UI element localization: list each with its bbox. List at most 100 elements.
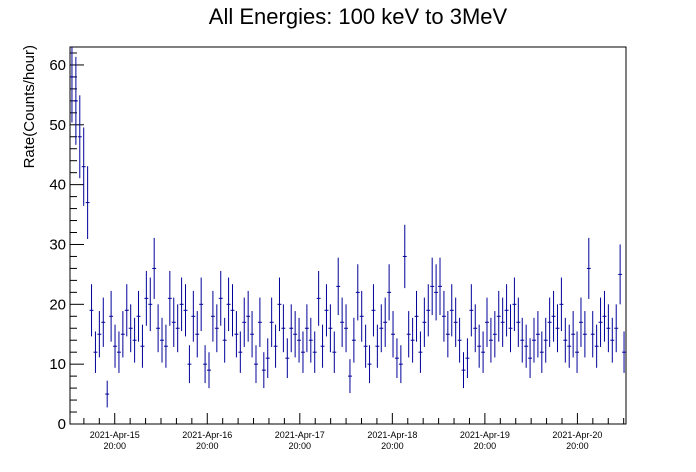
data-point xyxy=(481,331,486,373)
x-tick-time-label: 20:00 xyxy=(103,441,126,451)
data-point xyxy=(328,304,333,353)
plot-frame xyxy=(69,46,627,425)
data-point xyxy=(559,277,564,332)
data-point xyxy=(371,284,376,337)
data-point xyxy=(457,317,462,363)
data-point xyxy=(422,297,427,347)
data-point xyxy=(73,56,78,145)
data-point xyxy=(555,304,560,353)
data-point xyxy=(387,264,392,321)
data-point xyxy=(344,304,348,353)
x-tick-time-label: 20:00 xyxy=(196,441,219,451)
x-tick-date-label: 2021-Apr-15 xyxy=(90,430,140,440)
x-tick-date-label: 2021-Apr-16 xyxy=(182,430,232,440)
data-point xyxy=(77,95,82,179)
data-point xyxy=(281,304,286,353)
data-point xyxy=(171,297,176,347)
data-point xyxy=(316,270,321,326)
data-point xyxy=(492,311,497,358)
data-point xyxy=(586,237,591,299)
data-point xyxy=(242,297,247,347)
data-point xyxy=(195,311,200,358)
data-point xyxy=(312,331,317,373)
data-point xyxy=(551,290,556,342)
data-point xyxy=(445,311,450,358)
data-point xyxy=(614,304,619,353)
data-point xyxy=(222,317,227,363)
data-point xyxy=(332,331,337,373)
data-point xyxy=(504,284,509,337)
y-tick-label: 50 xyxy=(49,117,66,134)
data-point xyxy=(461,352,466,389)
data-point xyxy=(383,297,388,347)
data-point xyxy=(207,352,211,389)
data-point xyxy=(535,311,540,358)
x-axis: 2021-Apr-1520:002021-Apr-1620:002021-Apr… xyxy=(83,413,625,451)
data-point xyxy=(203,345,208,384)
data-point xyxy=(485,297,489,347)
data-series xyxy=(70,47,626,408)
data-point xyxy=(160,317,164,363)
data-point xyxy=(136,290,141,342)
data-point xyxy=(148,277,153,332)
data-point xyxy=(226,277,231,332)
data-point xyxy=(571,311,576,358)
data-point xyxy=(622,331,626,373)
data-point xyxy=(438,257,442,316)
data-point xyxy=(441,290,446,342)
data-point xyxy=(230,284,235,337)
data-point xyxy=(293,311,298,358)
data-point xyxy=(394,338,399,379)
y-axis-label: Rate(Counts/hour) xyxy=(21,45,38,168)
data-point xyxy=(124,284,129,337)
data-point xyxy=(250,311,255,358)
x-tick-date-label: 2021-Apr-18 xyxy=(367,430,417,440)
data-point xyxy=(140,324,145,368)
data-point xyxy=(93,331,98,373)
data-point xyxy=(348,359,352,394)
data-point xyxy=(199,277,204,332)
data-point xyxy=(590,311,595,358)
x-tick-time-label: 20:00 xyxy=(474,441,497,451)
data-point xyxy=(324,284,329,337)
data-point xyxy=(430,257,435,316)
data-point xyxy=(594,324,599,368)
data-point xyxy=(477,324,482,368)
data-point xyxy=(449,284,454,337)
data-point xyxy=(363,324,368,368)
data-point xyxy=(120,311,125,358)
data-point xyxy=(367,345,372,384)
data-point xyxy=(500,297,505,347)
data-point xyxy=(579,297,583,347)
data-point xyxy=(375,324,380,368)
data-point xyxy=(336,257,341,316)
data-point xyxy=(543,317,548,363)
data-point xyxy=(410,317,415,363)
y-tick-label: 40 xyxy=(49,177,66,194)
data-point xyxy=(175,304,180,353)
data-point xyxy=(598,297,603,347)
data-point xyxy=(101,297,106,347)
data-point xyxy=(179,277,184,332)
y-tick-label: 60 xyxy=(49,57,66,74)
data-point xyxy=(567,324,572,368)
y-tick-label: 10 xyxy=(49,356,66,373)
x-tick-date-label: 2021-Apr-17 xyxy=(275,430,325,440)
data-point xyxy=(128,304,133,353)
data-point xyxy=(524,324,529,368)
data-point xyxy=(277,277,282,332)
y-axis: 0 10 20 30 40 50 60 xyxy=(49,52,84,433)
data-point xyxy=(488,317,493,363)
data-point xyxy=(508,304,513,353)
y-tick-label: 0 xyxy=(58,416,66,433)
data-point xyxy=(406,311,411,358)
data-point xyxy=(167,270,172,326)
data-point xyxy=(434,264,439,321)
x-tick-date-label: 2021-Apr-20 xyxy=(552,430,602,440)
data-point xyxy=(340,297,345,347)
data-point xyxy=(391,311,395,358)
data-point xyxy=(109,290,114,342)
data-point xyxy=(473,304,478,353)
